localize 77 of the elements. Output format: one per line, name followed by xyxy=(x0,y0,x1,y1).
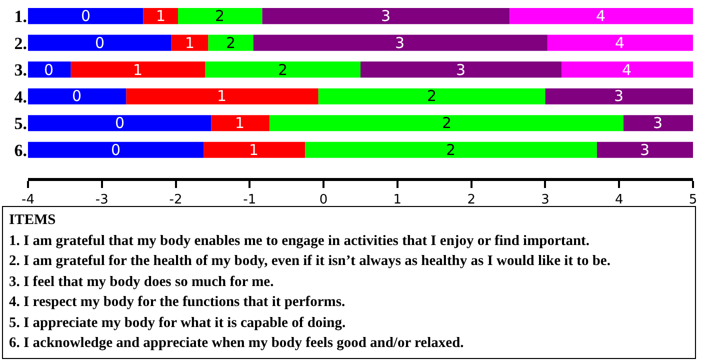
y-tick-label: 2. xyxy=(14,34,27,53)
text: 4. I respect my body for the functions that it performs. xyxy=(9,293,346,312)
text: 3. I feel that my body does so much for me. xyxy=(9,272,275,292)
x-tick-label: 1 xyxy=(393,192,402,208)
x-tick-label: 3 xyxy=(541,192,550,208)
text: 2 xyxy=(215,7,225,25)
bar xyxy=(28,88,126,104)
text: 2 xyxy=(427,87,437,105)
text: 1 xyxy=(217,87,227,105)
x-tick-label: -1 xyxy=(243,192,256,208)
bar xyxy=(204,142,306,158)
bar xyxy=(270,115,624,132)
x-tick-label: -2 xyxy=(169,192,182,208)
bar xyxy=(28,142,204,158)
text: 1 xyxy=(235,114,245,132)
bar xyxy=(28,115,212,132)
x-tick-label: 0 xyxy=(319,192,328,208)
text: 4 xyxy=(596,7,606,25)
bar xyxy=(596,142,693,158)
text: 2. I am grateful for the health of my body, even if it isn’t always as healthy as I would like it to be. xyxy=(9,252,612,271)
text: 2 xyxy=(446,141,456,159)
bar xyxy=(318,88,546,104)
bar xyxy=(262,8,510,24)
text: 0 xyxy=(81,7,91,25)
bar xyxy=(171,34,208,51)
bar xyxy=(360,62,562,78)
text: 3 xyxy=(614,87,624,105)
bar xyxy=(253,34,548,51)
x-tick-label: -3 xyxy=(95,192,108,208)
bar xyxy=(561,62,693,78)
x-tick-label: 2 xyxy=(467,192,476,208)
x-tick-label: 5 xyxy=(688,192,698,208)
bar xyxy=(28,62,71,78)
text: 3 xyxy=(640,141,650,159)
text: 3 xyxy=(653,114,663,132)
y-tick-label: 1. xyxy=(14,7,27,26)
text: 1. I am grateful that my body enables me to engage in activities that I enjoy or find important. xyxy=(9,232,591,250)
y-tick-label: 5. xyxy=(14,114,27,134)
text: 2 xyxy=(442,114,452,132)
series-label: 2 xyxy=(278,61,288,79)
text: 1 xyxy=(156,7,166,25)
y-tick-label: 6. xyxy=(14,140,27,160)
bar xyxy=(143,8,178,24)
text: 6. I acknowledge and appreciate when my body feels good and/or relaxed. xyxy=(9,334,465,353)
bar xyxy=(178,8,262,24)
text: 1 xyxy=(185,34,195,52)
bar xyxy=(208,34,254,51)
bar xyxy=(305,142,597,158)
bar xyxy=(126,88,318,104)
bar xyxy=(545,88,693,104)
series-label: 3 xyxy=(456,61,466,79)
series-label: 4 xyxy=(622,61,632,79)
y-tick-label: 3. xyxy=(14,60,27,80)
y-tick-label: 4. xyxy=(14,87,27,106)
series-label: 0 xyxy=(44,61,54,79)
text: 2 xyxy=(226,34,236,52)
text: 0 xyxy=(115,114,125,132)
text: 0 xyxy=(111,141,121,159)
bar xyxy=(510,8,693,24)
bar xyxy=(70,62,206,78)
x-tick-label: -4 xyxy=(22,192,34,208)
series-label: 1 xyxy=(133,61,143,79)
text: 0 xyxy=(72,87,82,105)
text: 4 xyxy=(615,34,625,52)
bar xyxy=(211,115,270,132)
text: 1 xyxy=(249,141,259,159)
x-tick-label: 4 xyxy=(614,192,624,208)
bar xyxy=(547,34,693,51)
bar xyxy=(205,62,360,78)
bar xyxy=(28,8,144,24)
text: 5. I appreciate my body for what it is capable of doing. xyxy=(9,314,347,332)
bar xyxy=(28,34,172,51)
bar xyxy=(624,115,693,132)
text: 3 xyxy=(381,7,391,25)
text: ITEMS xyxy=(9,211,57,230)
text: 3 xyxy=(395,34,405,52)
text: 0 xyxy=(95,34,105,52)
